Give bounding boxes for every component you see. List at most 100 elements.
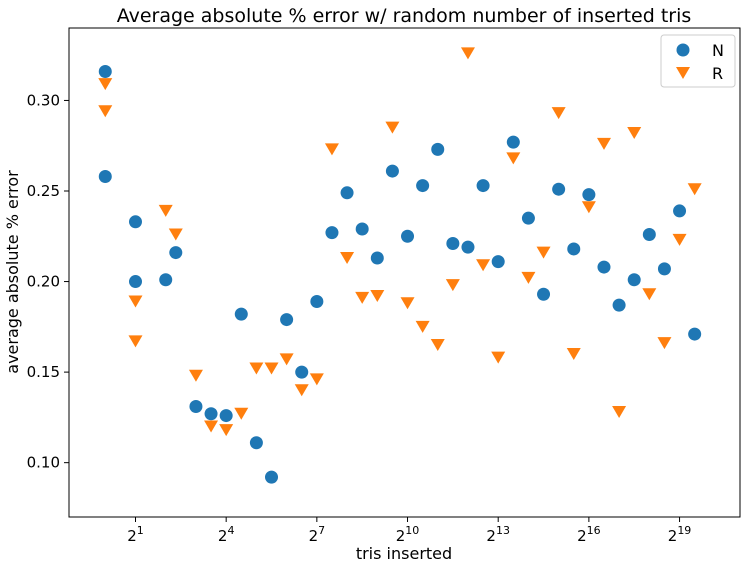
point-r bbox=[264, 362, 279, 375]
point-n bbox=[370, 251, 384, 265]
point-n bbox=[295, 365, 309, 379]
point-r bbox=[612, 405, 627, 418]
point-r bbox=[158, 204, 173, 217]
point-r bbox=[415, 320, 430, 333]
point-r bbox=[536, 246, 551, 259]
data-points bbox=[98, 47, 702, 484]
point-r bbox=[672, 233, 687, 246]
point-n bbox=[582, 188, 596, 202]
point-n bbox=[98, 64, 112, 78]
point-n bbox=[521, 211, 535, 225]
plot-frame bbox=[68, 27, 741, 518]
y-tick-label: 0.25 bbox=[27, 182, 60, 200]
point-n bbox=[567, 242, 581, 256]
point-r bbox=[98, 78, 113, 91]
point-r bbox=[460, 47, 475, 60]
point-r bbox=[687, 183, 702, 196]
point-n bbox=[249, 436, 263, 450]
point-n bbox=[169, 246, 183, 260]
point-r bbox=[581, 201, 596, 214]
legend-label-r: R bbox=[712, 64, 723, 83]
point-n bbox=[688, 327, 702, 341]
point-n bbox=[355, 222, 369, 236]
point-n bbox=[325, 226, 339, 240]
point-n bbox=[491, 255, 505, 269]
x-axis-label: tris inserted bbox=[356, 544, 452, 563]
point-r bbox=[294, 384, 309, 397]
x-axis: 21 24 27 210 213 216 219 bbox=[127, 517, 691, 545]
point-n bbox=[310, 294, 324, 308]
y-axis-label: average absolute % error bbox=[3, 170, 22, 374]
point-r bbox=[98, 105, 113, 118]
point-r bbox=[324, 143, 339, 156]
point-r bbox=[627, 127, 642, 140]
point-n bbox=[612, 298, 626, 312]
x-tick-label: 213 bbox=[486, 524, 510, 545]
point-n bbox=[189, 400, 203, 414]
point-r bbox=[506, 152, 521, 165]
point-r bbox=[491, 351, 506, 364]
point-n bbox=[657, 262, 671, 276]
point-r bbox=[400, 297, 415, 310]
point-r bbox=[385, 121, 400, 134]
point-r bbox=[642, 288, 657, 301]
plot-area bbox=[68, 27, 741, 518]
point-n bbox=[385, 164, 399, 178]
point-n bbox=[340, 186, 354, 200]
point-r bbox=[128, 295, 143, 308]
point-n bbox=[431, 142, 445, 156]
point-n bbox=[537, 287, 551, 301]
point-n bbox=[476, 179, 490, 193]
y-tick-label: 0.20 bbox=[27, 273, 60, 291]
x-tick-label: 219 bbox=[668, 524, 692, 545]
y-tick-label: 0.15 bbox=[27, 363, 60, 381]
point-r bbox=[355, 291, 370, 304]
point-r bbox=[249, 362, 264, 375]
point-n bbox=[461, 240, 475, 254]
point-n bbox=[506, 135, 520, 149]
x-tick-label: 210 bbox=[396, 524, 420, 545]
x-tick-label: 27 bbox=[309, 524, 326, 545]
point-r bbox=[370, 290, 385, 303]
point-r bbox=[521, 271, 536, 284]
point-r bbox=[204, 420, 219, 433]
point-n bbox=[265, 470, 279, 484]
point-r bbox=[340, 252, 355, 265]
point-n bbox=[128, 275, 142, 289]
point-r bbox=[657, 337, 672, 350]
point-n bbox=[446, 237, 460, 251]
point-n bbox=[401, 229, 415, 243]
point-n bbox=[552, 182, 566, 196]
point-n bbox=[627, 273, 641, 287]
chart-title: Average absolute % error w/ random numbe… bbox=[117, 5, 692, 27]
point-n bbox=[280, 313, 294, 327]
point-n bbox=[234, 307, 248, 321]
y-tick-label: 0.10 bbox=[27, 454, 60, 472]
point-n bbox=[159, 273, 173, 287]
point-n bbox=[204, 407, 218, 421]
point-r bbox=[128, 335, 143, 348]
point-r bbox=[279, 353, 294, 366]
point-r bbox=[309, 373, 324, 386]
point-r bbox=[219, 424, 234, 437]
point-n bbox=[98, 170, 112, 184]
legend-label-n: N bbox=[712, 41, 724, 60]
x-tick-label: 21 bbox=[127, 524, 144, 545]
point-n bbox=[642, 227, 656, 241]
point-n bbox=[597, 260, 611, 274]
point-r bbox=[476, 259, 491, 272]
point-r bbox=[551, 107, 566, 120]
legend-marker-r bbox=[676, 67, 690, 79]
point-r bbox=[188, 369, 203, 382]
point-n bbox=[416, 179, 430, 193]
point-n bbox=[673, 204, 687, 218]
point-r bbox=[445, 279, 460, 292]
point-n bbox=[219, 409, 233, 423]
legend-marker-n bbox=[676, 43, 690, 57]
y-axis: 0.10 0.15 0.20 0.25 0.30 bbox=[27, 91, 69, 472]
point-n bbox=[128, 215, 142, 229]
point-r bbox=[168, 228, 183, 241]
x-tick-label: 24 bbox=[218, 524, 235, 545]
y-tick-label: 0.30 bbox=[27, 91, 60, 109]
